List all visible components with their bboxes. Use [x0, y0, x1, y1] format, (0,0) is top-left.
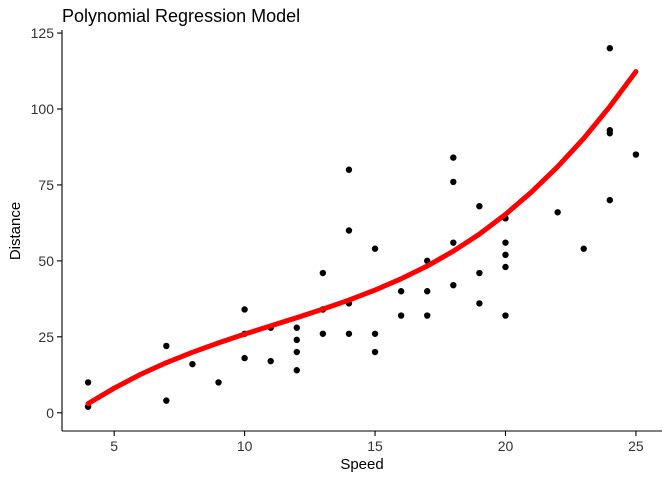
y-axis-title: Distance [7, 202, 24, 260]
data-point [450, 281, 457, 289]
y-tick-label: 25 [38, 329, 54, 345]
data-point [476, 269, 483, 277]
y-tick-label: 0 [46, 405, 54, 421]
data-point [293, 367, 300, 374]
data-point [371, 245, 379, 252]
x-tick-label: 5 [110, 438, 118, 454]
data-point [215, 379, 222, 386]
data-point [241, 354, 248, 362]
data-point [424, 312, 431, 319]
data-point [397, 312, 405, 319]
y-tick-label: 75 [38, 177, 54, 193]
data-point [450, 239, 457, 246]
y-tick-label: 50 [38, 253, 54, 269]
data-point [606, 196, 614, 204]
data-point [606, 127, 614, 134]
data-point [84, 379, 92, 386]
x-tick-label: 20 [498, 438, 514, 454]
data-point [502, 312, 509, 319]
data-point [606, 45, 614, 52]
data-point [580, 245, 587, 252]
x-tick-label: 25 [628, 438, 644, 454]
data-point [293, 324, 300, 331]
x-tick-label: 10 [237, 438, 253, 454]
data-point [163, 342, 170, 350]
x-axis: 5 10 15 20 25 [62, 430, 662, 454]
x-tick-label: 15 [367, 438, 383, 454]
data-point [476, 300, 483, 307]
data-point [189, 360, 196, 368]
data-point [163, 397, 170, 404]
x-axis-title: Speed [340, 456, 383, 473]
regression-curve [85, 69, 639, 407]
data-point [319, 330, 327, 337]
data-point [267, 357, 274, 365]
data-point [345, 227, 353, 234]
data-point [293, 336, 300, 344]
data-point [450, 154, 457, 161]
data-point [397, 288, 405, 295]
data-point [502, 263, 509, 271]
data-point [371, 330, 379, 337]
data-point [554, 209, 561, 216]
data-point [371, 348, 379, 356]
data-point [345, 166, 353, 173]
chart-title: Polynomial Regression Model [62, 6, 300, 26]
y-tick-label: 100 [31, 101, 55, 117]
plot-area [84, 45, 640, 410]
data-point [502, 251, 509, 259]
y-tick-label: 125 [31, 25, 55, 41]
data-point [319, 269, 327, 277]
data-point [502, 239, 509, 246]
y-axis: 0 25 50 75 100 125 [31, 25, 63, 431]
data-point [476, 202, 483, 210]
data-point [345, 330, 353, 337]
data-point [241, 306, 248, 313]
data-point [632, 151, 640, 158]
data-point [450, 178, 457, 186]
data-point [293, 348, 300, 356]
data-point [424, 288, 431, 295]
